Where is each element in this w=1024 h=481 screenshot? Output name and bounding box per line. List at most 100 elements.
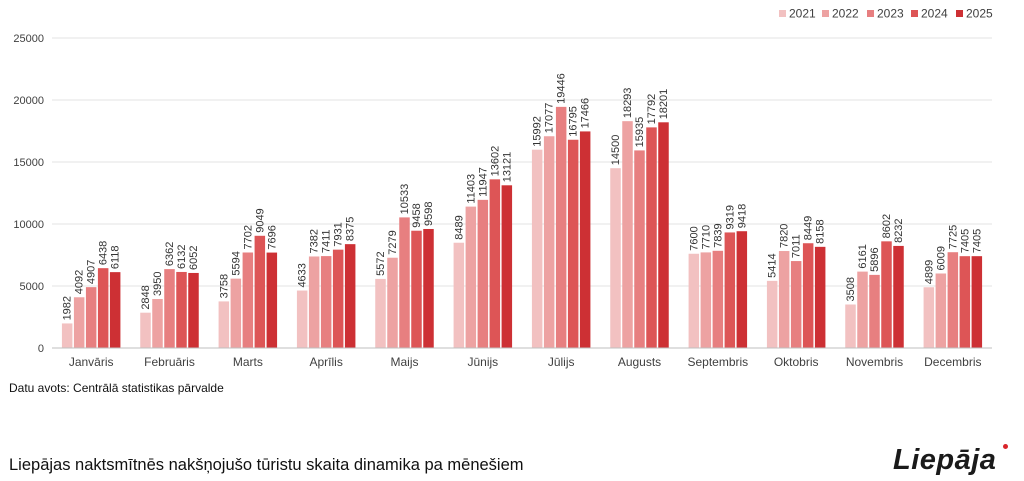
data-label: 17792 <box>646 94 658 125</box>
data-label: 5896 <box>869 247 881 271</box>
x-tick-label: Septembris <box>687 355 748 369</box>
data-label: 7600 <box>688 226 700 250</box>
data-label: 5414 <box>767 253 779 277</box>
bar-2021-10 <box>766 280 778 348</box>
data-label: 6132 <box>176 244 188 268</box>
chart-caption: Liepājas naktsmītnēs nakšņojušo tūristu … <box>9 456 524 474</box>
bar-2021-2 <box>140 312 151 348</box>
bar-2024-3 <box>254 235 266 348</box>
bar-2022-7 <box>543 136 555 348</box>
data-label: 13121 <box>501 152 513 183</box>
bar-2024-10 <box>802 243 814 348</box>
data-label: 2848 <box>140 285 152 309</box>
legend: 2021 2022 2023 2024 2025 <box>779 7 993 21</box>
bar-2024-9 <box>724 232 736 348</box>
x-tick-label: Aprīlis <box>309 355 342 369</box>
data-label: 8602 <box>881 214 893 238</box>
data-label: 7696 <box>266 225 278 249</box>
data-label: 7382 <box>309 229 321 253</box>
bar-2021-1 <box>61 323 73 348</box>
bar-2022-10 <box>778 251 790 348</box>
y-tick-label: 15000 <box>13 157 44 169</box>
bar-2023-10 <box>790 261 802 348</box>
bar-2023-11 <box>869 274 880 348</box>
bar-2023-4 <box>320 256 332 348</box>
data-label: 9319 <box>724 205 736 229</box>
bars-layer <box>61 106 983 348</box>
data-label: 6052 <box>188 245 200 269</box>
bar-2025-3 <box>266 252 278 348</box>
x-tick-label: Maijs <box>390 355 418 369</box>
data-label: 7820 <box>779 224 791 248</box>
bar-2022-5 <box>387 257 398 348</box>
data-label: 16795 <box>568 106 580 137</box>
data-label: 7405 <box>959 229 971 253</box>
bar-2024-2 <box>176 271 187 348</box>
y-tick-label: 0 <box>38 343 44 355</box>
x-tick-label: Jūnijs <box>467 355 498 369</box>
x-tick-label: Oktobris <box>774 355 819 369</box>
bar-2024-8 <box>646 127 657 348</box>
data-label: 10533 <box>399 184 411 215</box>
bar-2025-12 <box>971 256 983 348</box>
bar-2023-5 <box>399 217 410 348</box>
bar-2021-12 <box>923 287 935 348</box>
bar-2022-6 <box>465 206 477 348</box>
bar-2021-4 <box>296 290 308 348</box>
data-label: 8375 <box>345 217 357 241</box>
data-label: 7931 <box>333 222 345 246</box>
data-label: 4633 <box>297 263 309 287</box>
bar-2025-9 <box>736 231 748 348</box>
bar-2021-8 <box>610 168 621 348</box>
legend-label-2023: 2023 <box>877 7 904 21</box>
x-tick-label: Augusts <box>618 355 661 369</box>
data-label: 7710 <box>700 225 712 249</box>
bar-2022-4 <box>308 256 320 348</box>
bar-2023-3 <box>242 252 254 348</box>
data-label: 4907 <box>86 260 98 284</box>
bar-2025-5 <box>423 228 434 348</box>
data-label: 7405 <box>971 229 983 253</box>
logo-dot-icon <box>1003 444 1008 449</box>
data-label: 3508 <box>845 277 857 301</box>
data-label: 1982 <box>62 296 74 320</box>
bar-2023-7 <box>555 106 567 348</box>
bar-2024-11 <box>881 241 892 348</box>
x-tick-label: Janvāris <box>69 355 114 369</box>
data-label: 7279 <box>387 230 399 254</box>
data-label: 11947 <box>477 167 489 197</box>
legend-swatch-2021 <box>779 10 786 17</box>
bar-2021-7 <box>531 149 543 348</box>
bar-2023-9 <box>712 250 724 348</box>
data-label: 18201 <box>658 89 670 120</box>
legend-swatch-2024 <box>911 10 918 17</box>
bar-2021-5 <box>375 278 386 348</box>
bar-2025-6 <box>501 185 513 348</box>
data-label: 9598 <box>423 202 435 226</box>
data-label: 19446 <box>556 73 568 104</box>
data-label: 8158 <box>815 219 827 243</box>
data-label: 5594 <box>230 251 242 275</box>
bar-2022-9 <box>700 252 712 348</box>
bar-2021-9 <box>688 253 700 348</box>
x-tick-label: Marts <box>233 355 263 369</box>
data-label: 7411 <box>321 229 333 253</box>
bar-2025-1 <box>109 272 121 348</box>
bar-2023-8 <box>634 150 645 348</box>
bar-2022-12 <box>935 273 947 348</box>
data-label: 6009 <box>935 246 947 270</box>
data-label: 17077 <box>544 103 556 134</box>
data-label: 18293 <box>622 88 634 119</box>
data-label: 7702 <box>242 225 254 249</box>
grid-layer <box>52 37 992 287</box>
data-label: 3950 <box>152 272 164 296</box>
y-tick-label: 20000 <box>13 95 44 107</box>
y-tick-label: 25000 <box>13 33 44 45</box>
data-label: 8449 <box>803 216 815 240</box>
y-tick-label: 10000 <box>13 219 44 231</box>
bar-2025-2 <box>188 272 199 348</box>
data-label: 3758 <box>218 274 230 298</box>
data-label: 7725 <box>947 225 959 249</box>
legend-swatch-2022 <box>822 10 829 17</box>
